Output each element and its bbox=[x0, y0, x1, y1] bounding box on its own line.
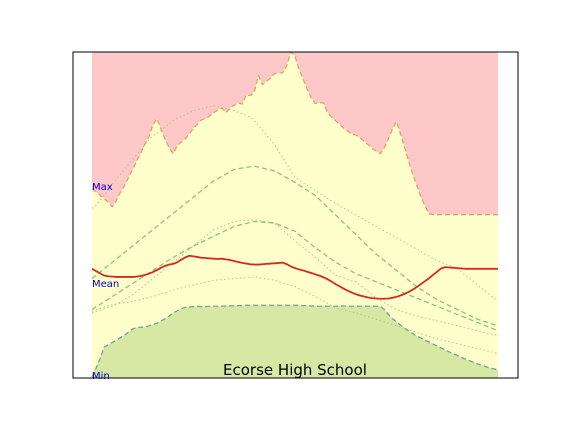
area-below-min bbox=[92, 305, 498, 378]
chart-areas bbox=[92, 52, 498, 378]
chart-title: Ecorse High School bbox=[223, 361, 367, 379]
max-label: Max bbox=[92, 182, 113, 193]
plot-frame bbox=[72, 51, 519, 379]
mean-label: Mean bbox=[92, 279, 119, 290]
percentile-75-line bbox=[91, 165, 499, 327]
min-label: Min bbox=[92, 371, 110, 382]
percentile-10-line bbox=[91, 276, 499, 355]
area-max-to-min bbox=[92, 52, 498, 378]
chart-lines bbox=[91, 51, 499, 378]
min-line bbox=[91, 304, 499, 378]
area-above-max bbox=[92, 52, 498, 215]
max-line bbox=[91, 51, 498, 216]
mean-line bbox=[91, 254, 498, 300]
percentile-60-line bbox=[91, 220, 499, 332]
